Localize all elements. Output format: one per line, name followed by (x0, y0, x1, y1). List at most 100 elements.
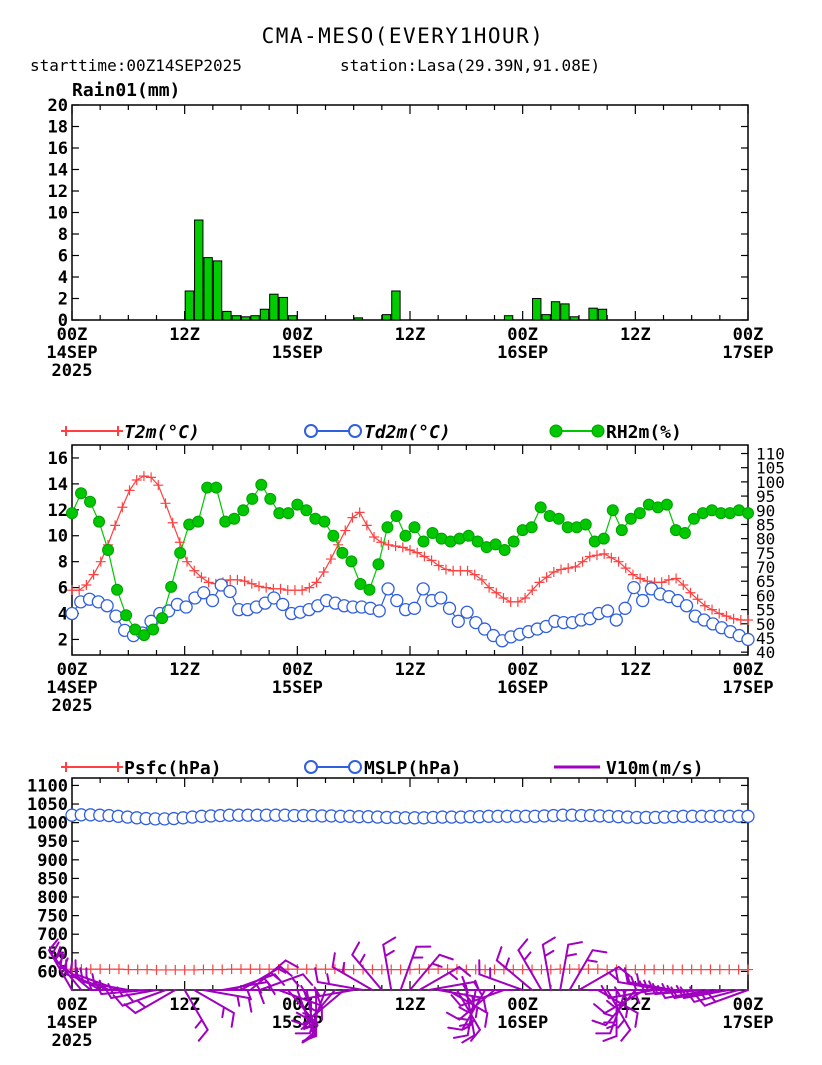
rh-ylabel-tick: 110 (756, 445, 785, 464)
rain-bar (532, 298, 542, 321)
rain-ylabel-tick: 6 (58, 247, 68, 267)
starttime-label: starttime:00Z14SEP2025 (30, 56, 242, 75)
rain-ylabel-tick: 12 (48, 182, 68, 202)
psfc-point (198, 964, 209, 975)
t2m-point (599, 548, 610, 559)
t2m-point (376, 537, 387, 548)
td2m-point (223, 584, 237, 599)
rain-bar (212, 260, 223, 321)
rain-bar (278, 296, 288, 321)
press-ylabel-tick: 1050 (27, 795, 68, 815)
rh2m-point (318, 515, 331, 528)
rain-xlabel: 12Z (620, 325, 651, 345)
psfc-point (630, 964, 641, 975)
chart-title: CMA-MESO(EVERY1HOUR) (262, 24, 545, 48)
rain-ylabel-tick: 4 (58, 268, 68, 288)
t2m-point (491, 587, 502, 598)
psfc-point (480, 964, 491, 975)
temp-ylabel-tick: 10 (48, 527, 68, 547)
temp-ylabel-tick: 6 (58, 579, 68, 599)
rh2m-point (579, 518, 592, 531)
t2m-point (721, 611, 732, 622)
wind-barb (94, 980, 149, 996)
psfc-point (677, 964, 688, 975)
press-ylabel-tick: 900 (37, 851, 68, 871)
t2m-point (440, 564, 451, 575)
rain-xlabel: 12Z (169, 325, 200, 345)
td2m-point (100, 599, 114, 613)
td2m-point (407, 601, 422, 615)
td2m-point (451, 614, 465, 628)
rh2m-point (237, 504, 250, 517)
rh-ylabel-tick: 65 (756, 572, 775, 591)
t2m-point (246, 578, 257, 589)
rh2m-point (147, 623, 160, 636)
rain-xlabel: 12Z (395, 325, 426, 345)
legend-v10m: V10m(m/s) (554, 758, 704, 779)
wind-barb (123, 989, 177, 1015)
press-ylabel-tick: 950 (37, 832, 68, 852)
rain-bar (184, 290, 195, 321)
rh2m-point (426, 526, 439, 539)
td2m-point (276, 597, 290, 612)
t2m-point (419, 551, 430, 562)
psfc-point (649, 964, 660, 975)
rain-bar (353, 317, 364, 321)
rh2m-point (372, 558, 385, 571)
psfc-point (348, 964, 359, 975)
legend-td2m-label: Td2m(°C) (364, 422, 451, 443)
mslp-point (741, 809, 755, 823)
rh2m-point (498, 544, 511, 556)
press-xlabel: 2025 (52, 1031, 93, 1051)
wind-barb (258, 973, 314, 991)
wind-barb (684, 989, 740, 1004)
t2m-point (584, 551, 595, 562)
temperature-panel: T2m(°C) Td2m(°C) RH2m(%) 00Z14SEP202512Z… (46, 422, 785, 716)
rh2m-point (363, 583, 376, 596)
rh2m-point (66, 507, 78, 520)
rh-ylabel-tick: 95 (756, 487, 775, 506)
t2m-point (117, 502, 128, 513)
td2m-point (390, 593, 404, 608)
t2m-point (405, 545, 415, 555)
rh2m-point (489, 538, 502, 551)
psfc-point (705, 964, 716, 975)
t2m-point (196, 572, 207, 583)
rh2m-point (156, 612, 169, 625)
t2m-point (361, 520, 372, 531)
rh-ylabel-tick: 90 (756, 501, 775, 520)
td2m-point (416, 582, 430, 596)
psfc-point (376, 964, 387, 975)
legend-td2m-marker-right (348, 424, 362, 438)
psfc-point (160, 964, 171, 975)
press-frame (71, 777, 749, 991)
rh2m-point (336, 546, 349, 559)
t2m-point (383, 539, 394, 550)
legend-t2m: T2m(°C) (61, 422, 200, 443)
td2m-point (372, 604, 386, 618)
t2m-point (512, 596, 523, 607)
press-ylabel-tick: 850 (37, 869, 68, 889)
rain-bar (231, 315, 242, 321)
temp-ylabel-tick: 12 (48, 501, 68, 521)
rain-bar (597, 308, 608, 321)
rain-ylabel-tick: 14 (48, 161, 68, 181)
temp-xlabel: 00Z (57, 660, 88, 680)
temp-xlabel: 00Z (282, 660, 313, 680)
t2m-point (541, 572, 552, 583)
rh-ylabel-tick: 105 (756, 459, 785, 478)
psfc-point (714, 964, 725, 975)
t2m-point (570, 561, 581, 572)
wind-barb (351, 941, 383, 991)
station-label: station:Lasa(29.39N,91.08E) (340, 56, 600, 75)
wind-barb (331, 952, 374, 991)
rh2m-point (507, 535, 520, 548)
legend-mslp-marker-right (348, 760, 362, 774)
rain-bar (194, 219, 204, 321)
rh2m-point (192, 515, 205, 528)
press-xlabel: 16SEP (497, 1013, 548, 1033)
td2m-point (179, 600, 193, 614)
legend-td2m: Td2m(°C) (304, 422, 451, 443)
t2m-point (606, 552, 617, 563)
legend-psfc: Psfc(hPa) (61, 758, 222, 779)
